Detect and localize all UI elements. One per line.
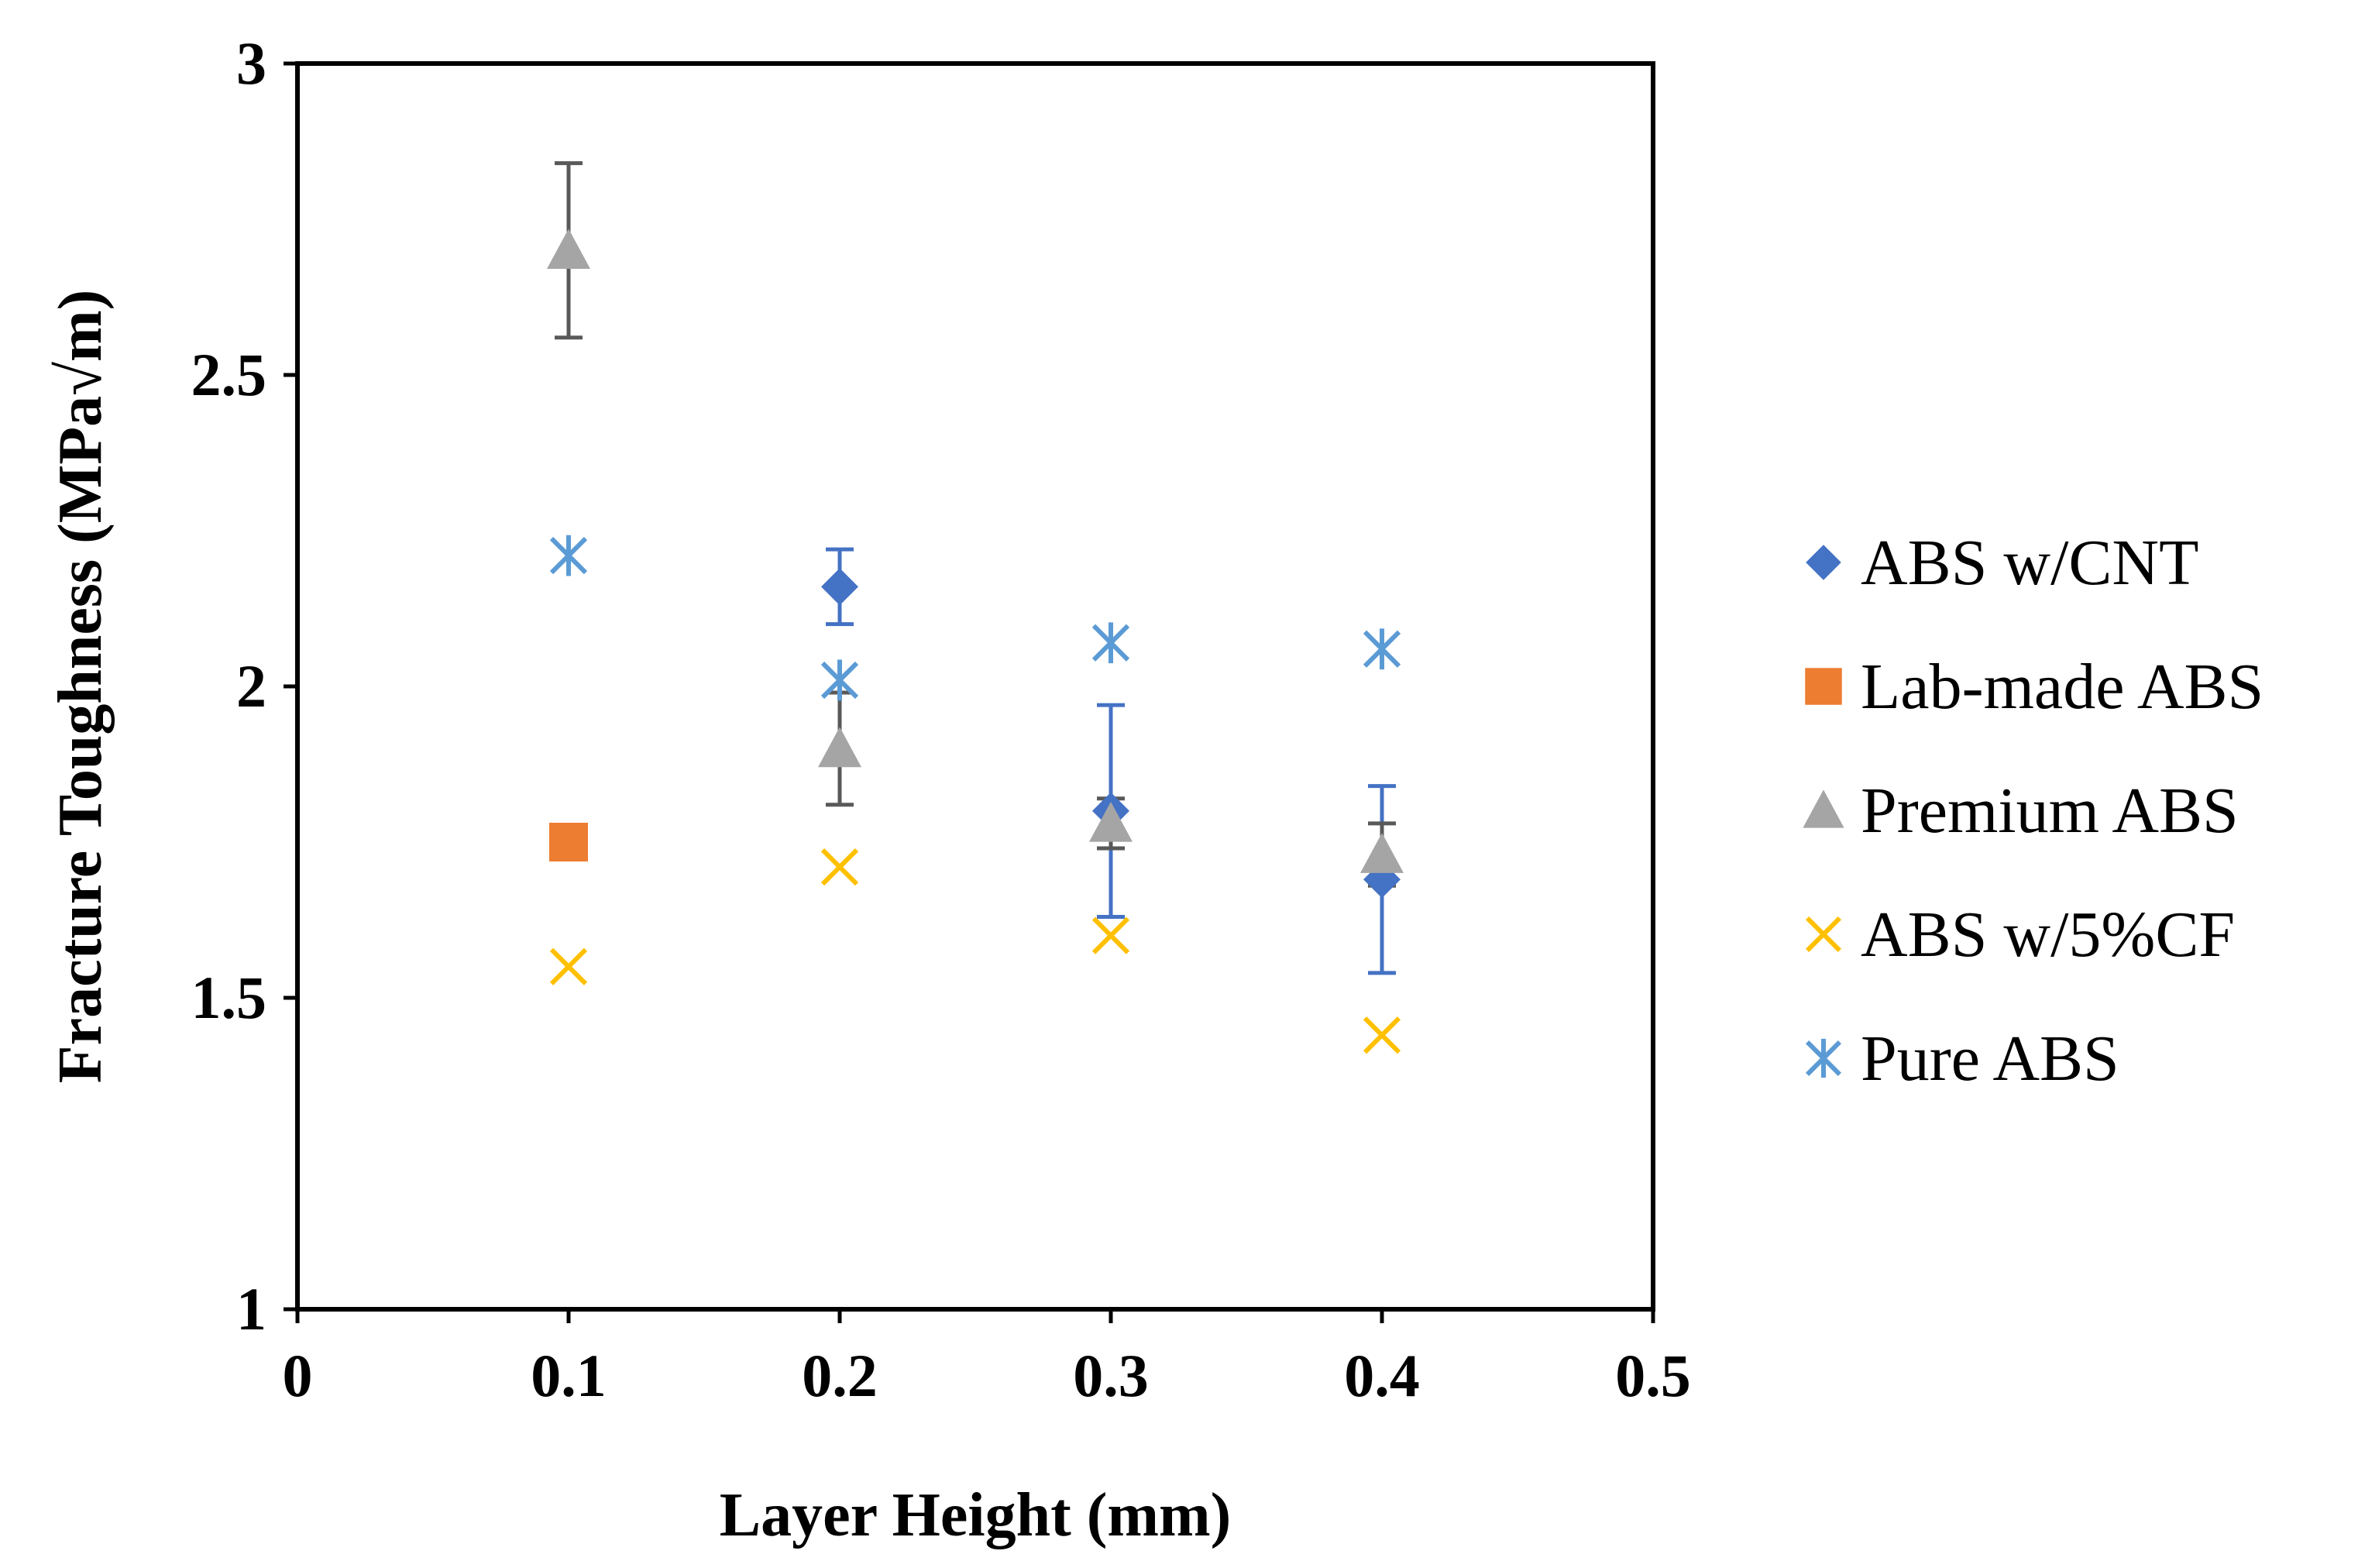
data-point-triangle-marker	[818, 727, 861, 768]
x-axis-title: Layer Height (mm)	[720, 1481, 1232, 1549]
error-bars	[555, 161, 1396, 975]
x-tick-label: 0.5	[1615, 1342, 1691, 1409]
data-point-asterisk-marker	[1363, 628, 1401, 670]
y-axis-title: Fracture Toughness (MPa√m)	[46, 290, 115, 1084]
markers	[547, 229, 1404, 1054]
data-point-square-marker	[549, 823, 588, 861]
x-tick-labels: 0 0.1 0.2 0.3 0.4 0.5	[283, 1342, 1691, 1409]
y-tick-label: 2.5	[191, 341, 267, 408]
y-tick-label: 2	[236, 652, 266, 720]
legend-label: ABS w/5%CF	[1861, 899, 2235, 971]
data-point-asterisk-marker	[820, 659, 859, 701]
data-point-x-marker	[549, 947, 588, 985]
data-point-x-marker	[820, 848, 859, 886]
legend-square-icon	[1805, 668, 1842, 705]
y-tick-labels: 1 1.5 2 2.5 3	[191, 29, 267, 1343]
data-point-asterisk-marker	[1091, 622, 1130, 664]
legend-label: Pure ABS	[1861, 1023, 2119, 1095]
x-tick-label: 0.2	[802, 1342, 878, 1409]
data-point-triangle-marker	[1360, 833, 1404, 873]
data-point-asterisk-marker	[549, 535, 588, 576]
y-tick-label: 1.5	[191, 964, 267, 1031]
legend-label: ABS w/CNT	[1861, 527, 2198, 599]
data-point-x-marker	[1091, 916, 1130, 954]
y-tick-label: 1	[236, 1275, 266, 1343]
x-tick-label: 0.3	[1073, 1342, 1149, 1409]
axes-ticks	[284, 61, 1655, 1323]
data-point-triangle-marker	[1089, 801, 1133, 842]
legend-label: Lab-made ABS	[1861, 651, 2263, 723]
legend-x-icon	[1805, 916, 1842, 953]
legend-asterisk-icon	[1805, 1038, 1842, 1078]
data-point-triangle-marker	[547, 229, 590, 269]
legend-triangle-icon	[1803, 789, 1844, 828]
x-tick-label: 0.1	[531, 1342, 607, 1409]
y-tick-label: 3	[236, 29, 266, 97]
x-tick-label: 0.4	[1344, 1342, 1420, 1409]
legend-diamond-icon	[1806, 545, 1841, 580]
legend-label: Premium ABS	[1861, 775, 2239, 847]
data-point-x-marker	[1363, 1016, 1401, 1054]
data-point-diamond-marker	[821, 568, 858, 606]
plot-area	[295, 61, 1655, 1312]
legend: ABS w/CNT Lab-made ABS Premium ABS ABS w/5%…	[1803, 527, 2263, 1095]
x-tick-label: 0	[283, 1342, 313, 1409]
